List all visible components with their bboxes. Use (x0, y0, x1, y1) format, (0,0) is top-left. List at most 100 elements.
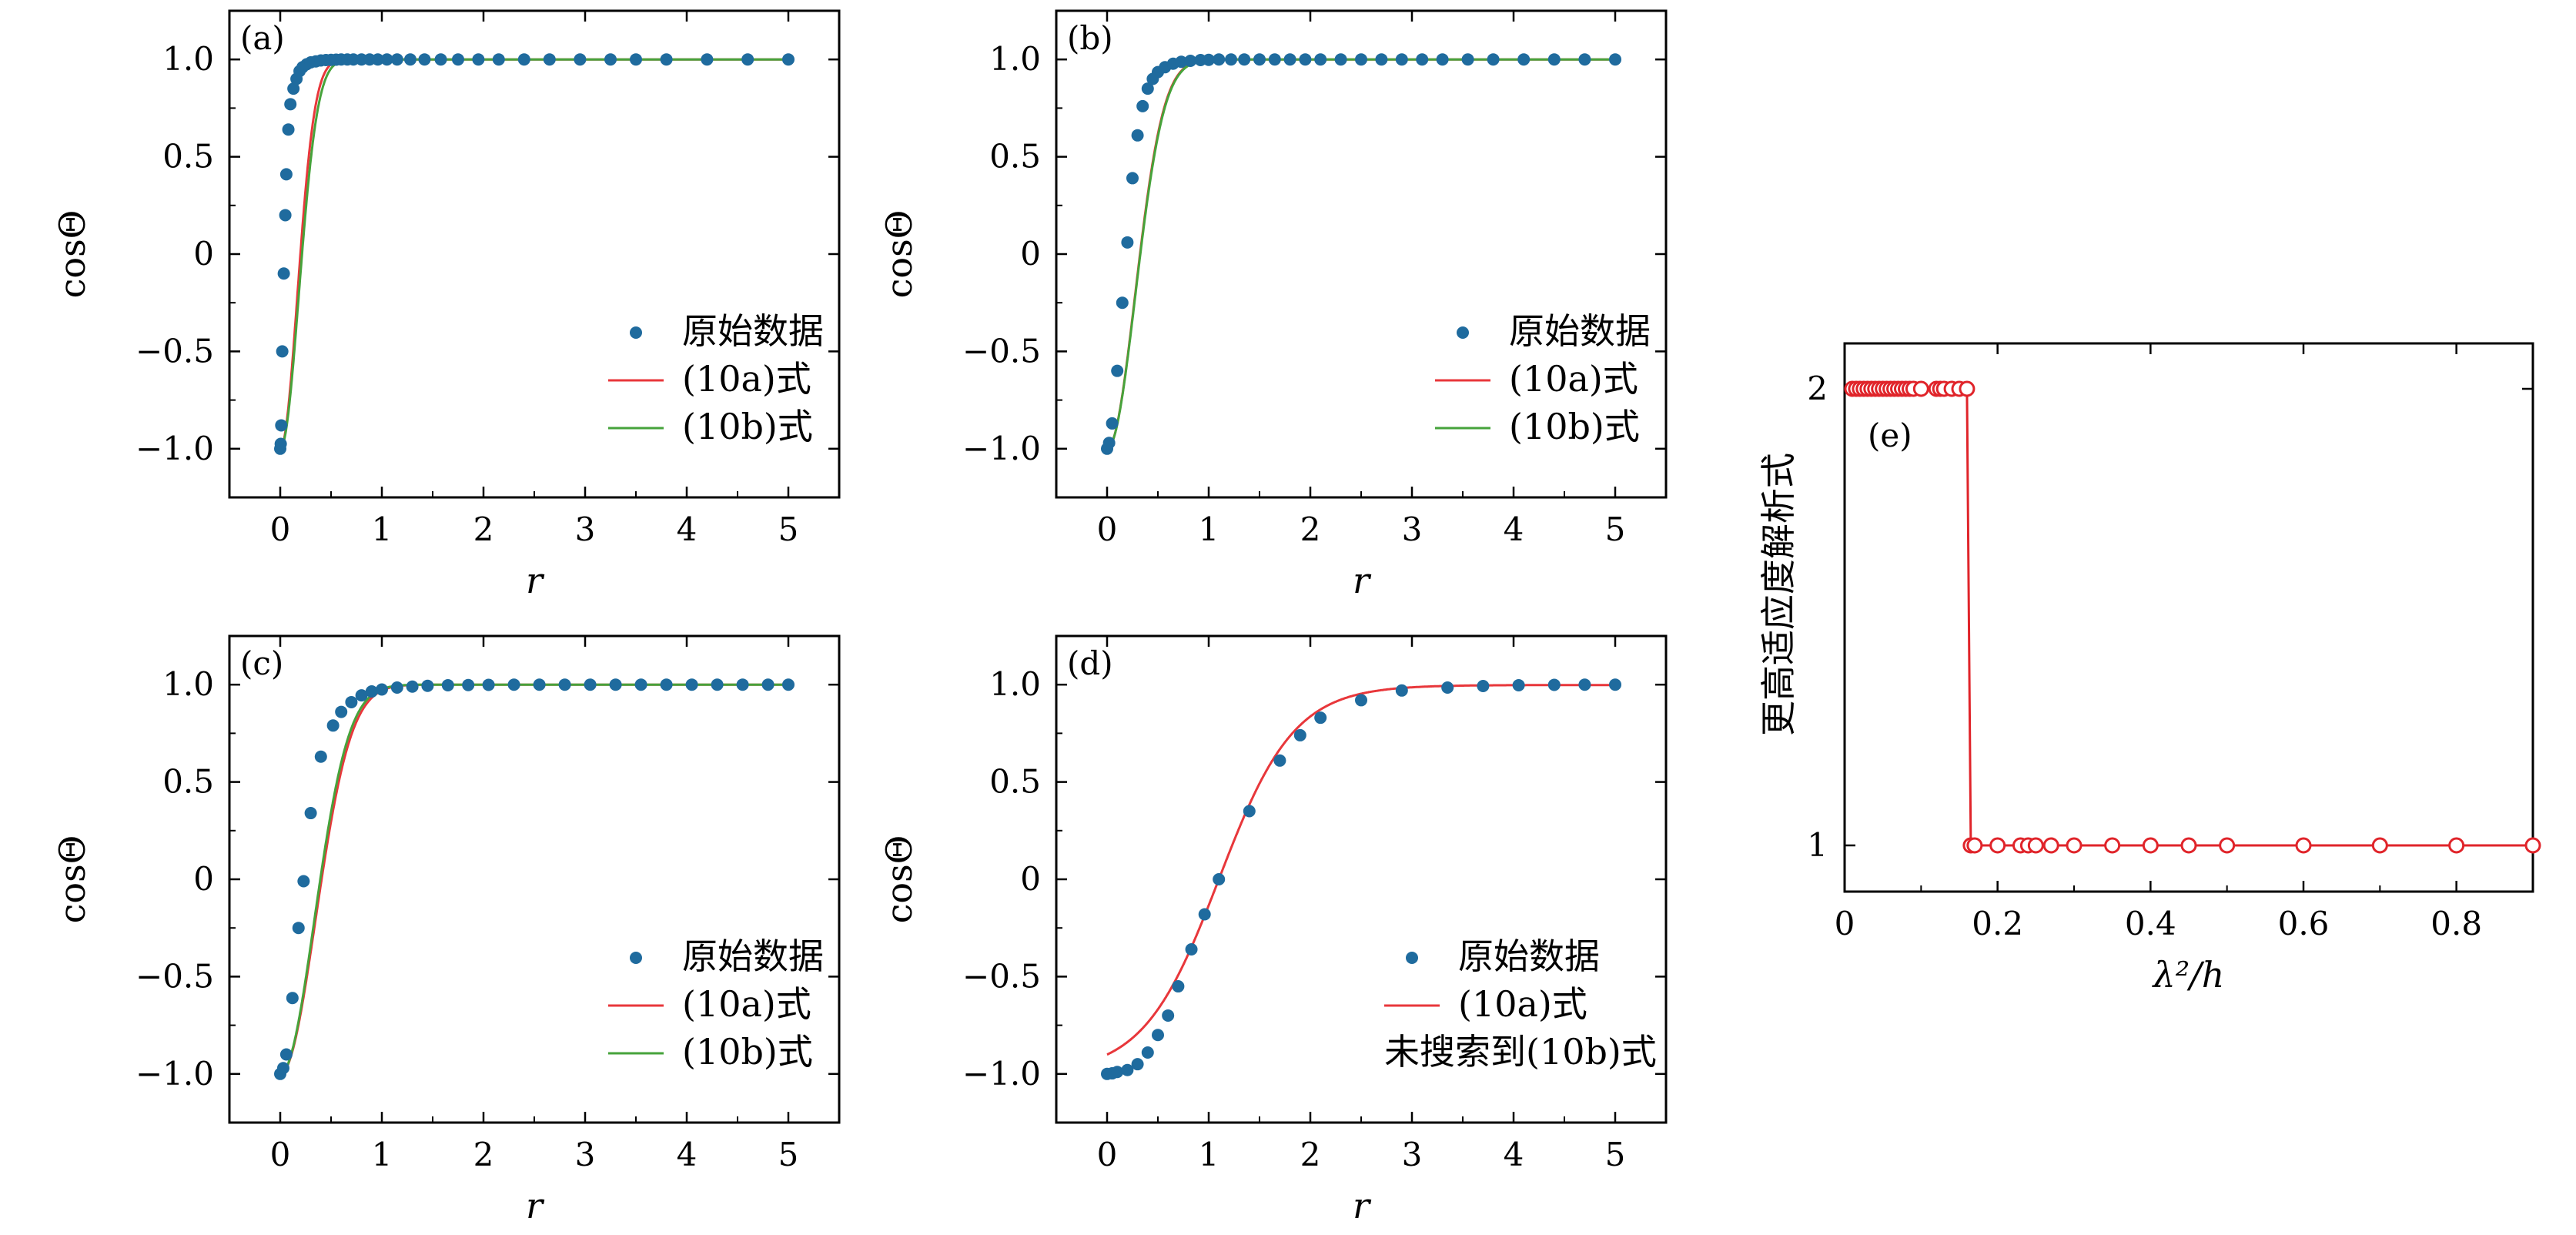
data-point (609, 678, 622, 691)
panel-b: 0 1 2 3 4 5 1.0 0.5 0 −0.5 −1.0 r cosΘ (b) 原始数据 (10a)式 (… (878, 9, 1668, 601)
fitness-point (2027, 837, 2044, 854)
fitness-point (2042, 837, 2059, 854)
data-point (1162, 1009, 1175, 1022)
x-tick-label: 0 (1835, 905, 1855, 942)
data-point (292, 922, 305, 935)
data-point (390, 681, 403, 694)
y-tick-label: 1.0 (162, 40, 214, 78)
data-point (1126, 172, 1139, 185)
data-point (1243, 805, 1256, 818)
data-point (558, 678, 571, 691)
data-point (604, 53, 617, 66)
data-point (1185, 943, 1198, 956)
data-point (441, 678, 454, 691)
data-point (517, 53, 530, 66)
data-point (507, 678, 520, 691)
data-point (660, 53, 673, 66)
data-point (584, 678, 597, 691)
data-point (1547, 53, 1561, 66)
y-tick-label: −1.0 (962, 430, 1041, 467)
data-point (390, 53, 403, 66)
y-axis-title: cosΘ (52, 210, 93, 299)
y-tick-label: 1 (1807, 826, 1828, 864)
data-point (365, 685, 378, 698)
data-point (543, 53, 556, 66)
x-tick-label: 3 (1402, 510, 1423, 548)
y-tick-label: 1.0 (989, 665, 1041, 703)
data-point (685, 678, 698, 691)
x-tick-label: 0.8 (2430, 905, 2482, 942)
data-point (736, 678, 749, 691)
data-point (1314, 53, 1327, 66)
data-point (462, 678, 475, 691)
data-point (371, 53, 384, 66)
legend-label: (10b)式 (682, 1031, 813, 1073)
data-point (741, 53, 754, 66)
fitness-point (2295, 837, 2312, 854)
data-point (1299, 53, 1312, 66)
legend-marker (1406, 952, 1418, 964)
data-point (782, 53, 795, 66)
data-point (1111, 364, 1124, 377)
data-point (1152, 1029, 1164, 1042)
data-point (1395, 684, 1408, 697)
data-point (1477, 679, 1490, 692)
data-point (284, 98, 297, 111)
data-point (335, 705, 348, 718)
data-point (533, 678, 546, 691)
x-tick-label: 2 (1300, 510, 1321, 548)
data-point (355, 689, 368, 702)
legend-label: 原始数据 (682, 935, 824, 977)
data-point (287, 82, 300, 95)
fitness-point (2371, 837, 2388, 854)
fitness-point (2142, 837, 2159, 854)
data-point (1184, 54, 1197, 67)
x-tick-label: 5 (1605, 1136, 1626, 1173)
data-point (1334, 53, 1347, 66)
panel-e: 0 0.2 0.4 0.6 0.8 2 1 λ²/h 更高适应度解析式 (e) (1758, 342, 2541, 996)
data-point (276, 1062, 289, 1075)
legend-label: (10a)式 (682, 358, 811, 400)
x-tick-label: 1 (372, 510, 393, 548)
data-point (282, 123, 295, 136)
data-point (279, 168, 293, 181)
panel-label: (e) (1868, 417, 1912, 454)
x-tick-label: 1 (372, 1136, 393, 1173)
x-tick-label: 1 (1199, 510, 1219, 548)
y-axis-title: cosΘ (52, 835, 93, 924)
legend-marker (630, 326, 642, 339)
data-point (1198, 908, 1211, 921)
x-tick-label: 0.4 (2125, 905, 2176, 942)
data-point (1203, 53, 1215, 66)
x-axis-title: r (526, 560, 545, 601)
x-tick-label: 0.6 (2278, 905, 2330, 942)
data-point (1172, 980, 1185, 993)
legend-label: 原始数据 (1509, 310, 1651, 352)
legend-marker (630, 952, 642, 964)
data-point (1131, 1058, 1144, 1071)
x-axis-title: r (1353, 560, 1372, 601)
x-tick-label: 2 (473, 510, 494, 548)
data-point (1106, 417, 1119, 430)
x-tick-label: 4 (677, 510, 698, 548)
x-tick-label: 5 (778, 510, 799, 548)
data-point (1238, 53, 1251, 66)
x-tick-label: 0 (1097, 1136, 1118, 1173)
legend-marker (1457, 326, 1469, 339)
fitness-point (1959, 380, 1975, 397)
y-tick-label: −1.0 (135, 1055, 214, 1093)
x-tick-label: 4 (1504, 1136, 1524, 1173)
data-point (782, 678, 795, 691)
data-point (376, 683, 388, 696)
data-point (482, 678, 495, 691)
x-axis-title: r (526, 1185, 545, 1227)
fitness-point (2219, 837, 2236, 854)
legend-label: (10b)式 (682, 406, 813, 447)
data-point (434, 53, 447, 66)
data-point (1395, 53, 1408, 66)
x-tick-label: 5 (778, 1136, 799, 1173)
legend-label: 原始数据 (1458, 935, 1600, 977)
legend-label: (10a)式 (1458, 983, 1587, 1025)
data-point (1121, 236, 1134, 249)
data-point (1441, 681, 1454, 694)
